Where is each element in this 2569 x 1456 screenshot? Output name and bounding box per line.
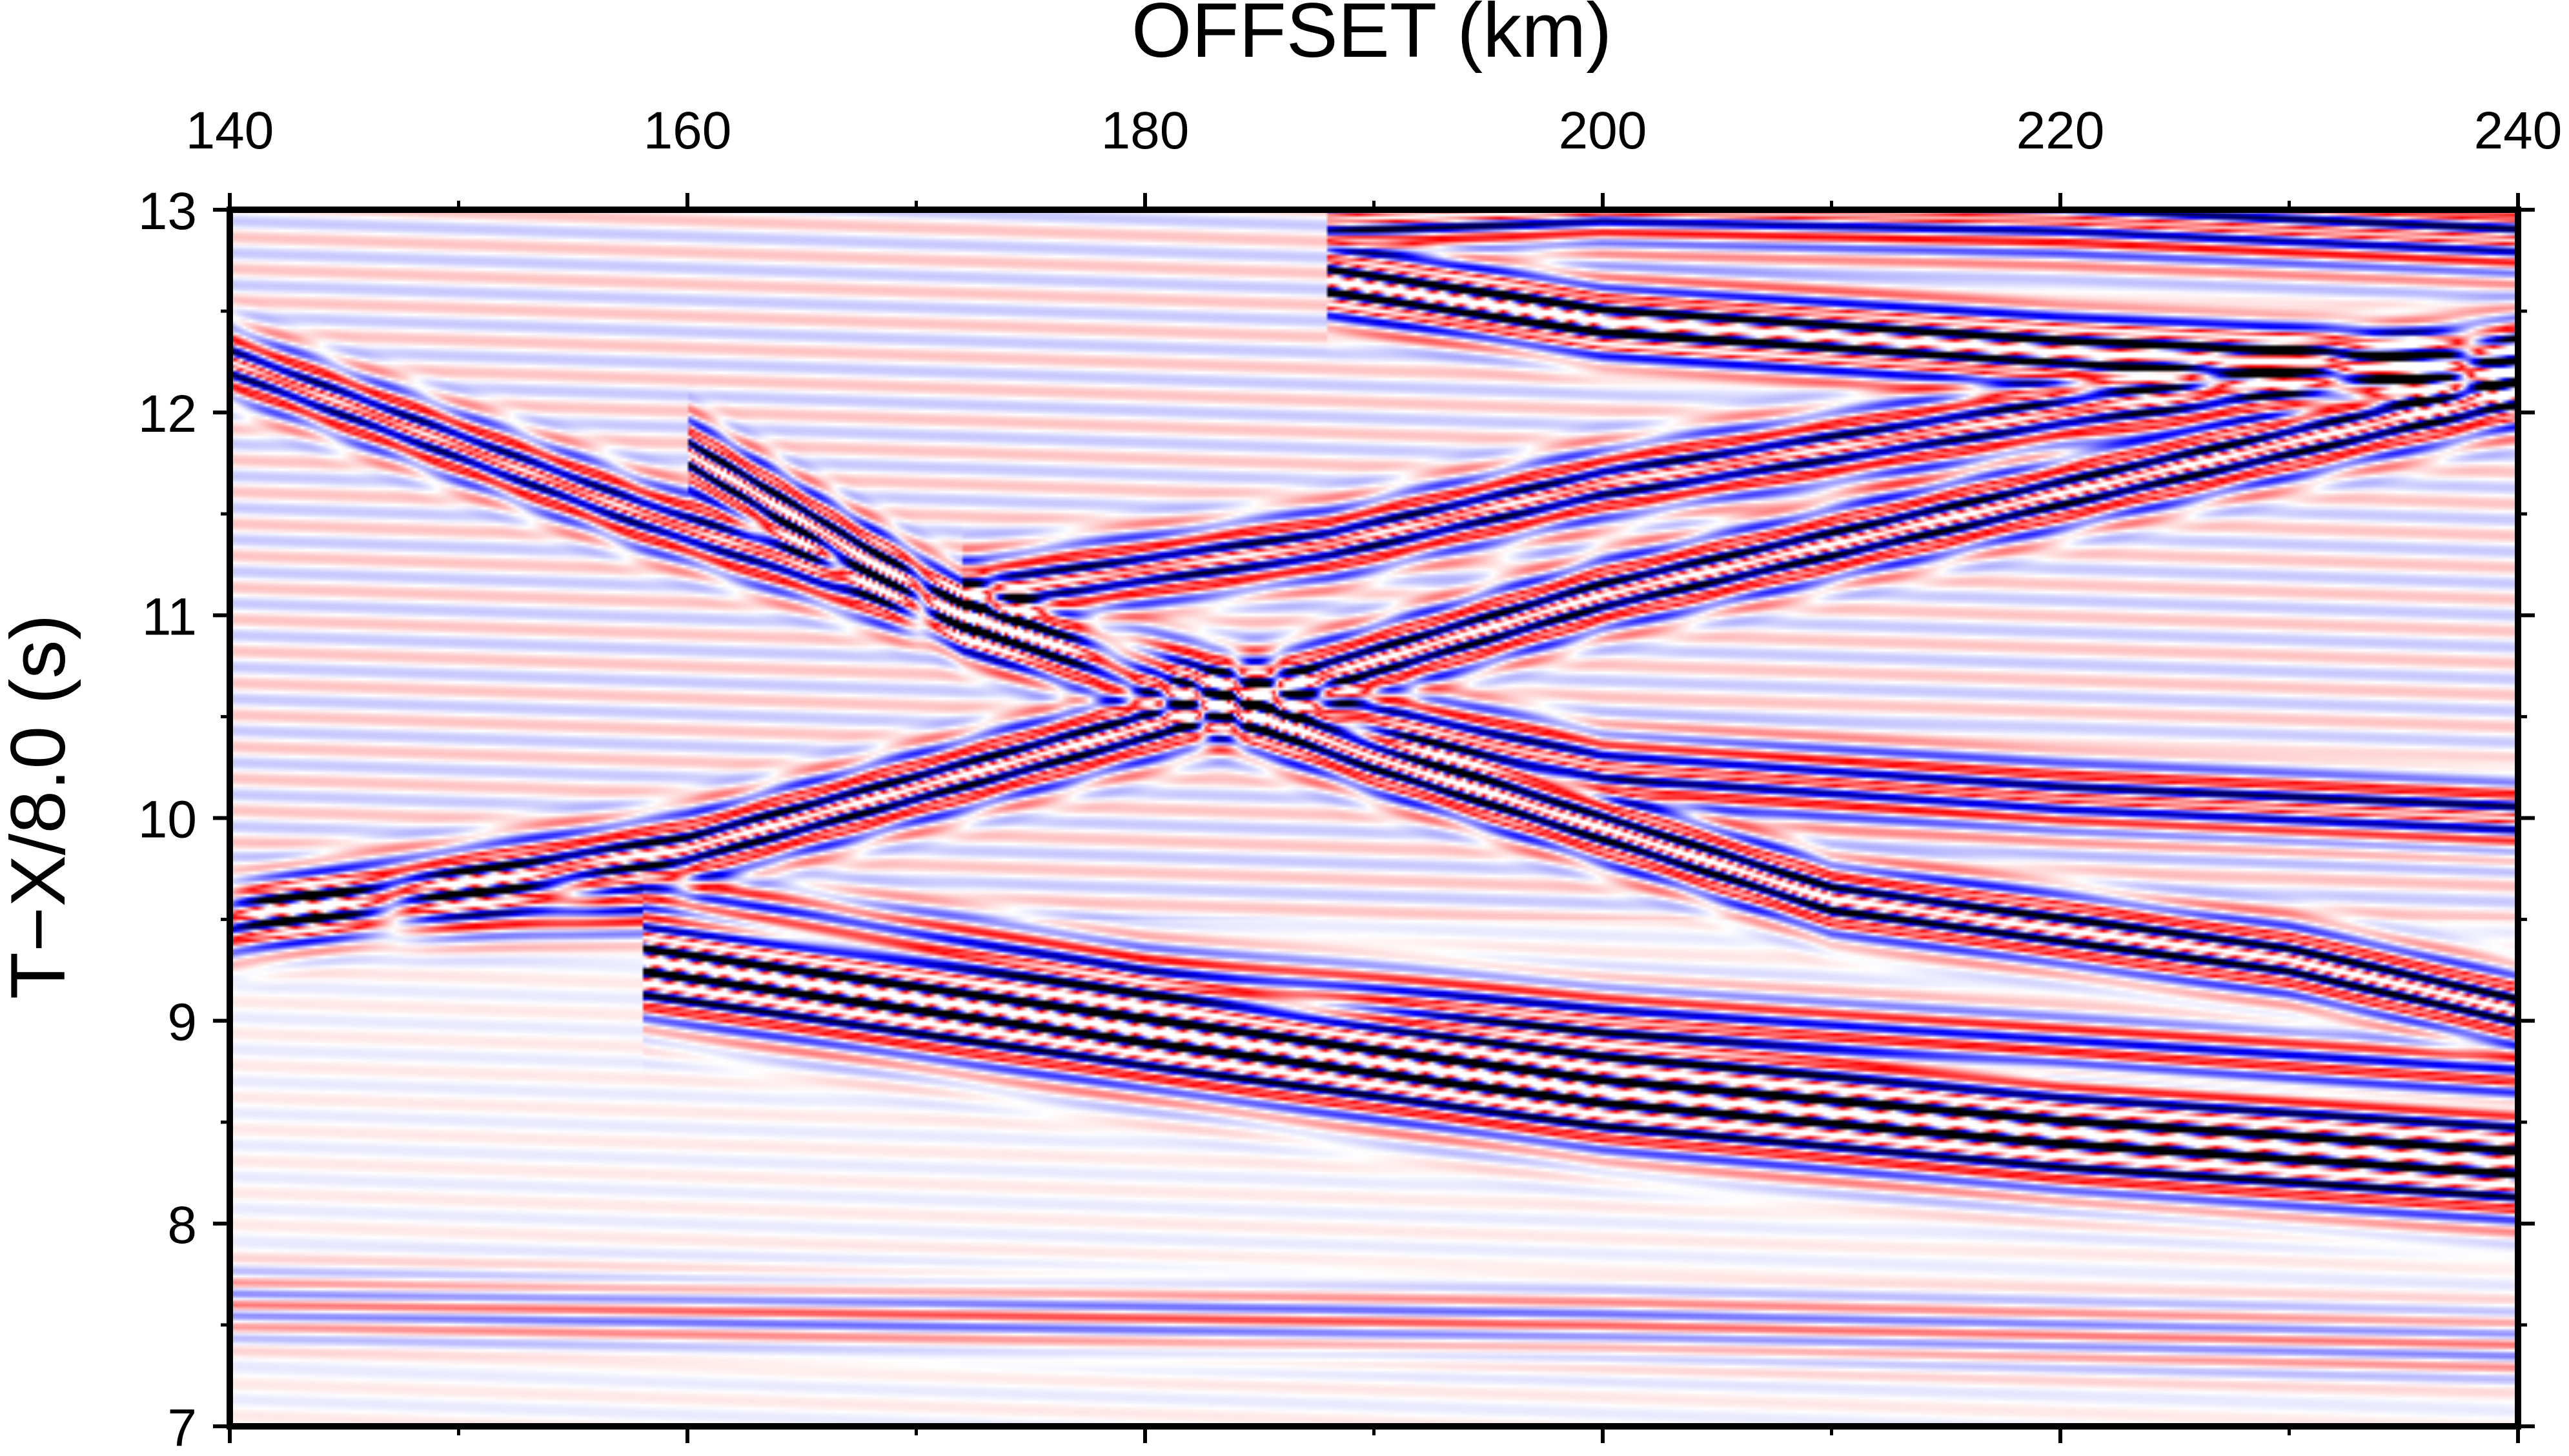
y-tick-label: 13 [138,182,197,241]
x-tick-label: 140 [186,101,274,160]
y-axis-title: T−X/8.0 (s) [0,614,81,1000]
y-tick-label: 7 [167,1399,197,1456]
x-axis-title-group: OFFSET (km) [1132,0,1612,74]
x-tick-labels: 140 160 180 200 220 240 [186,101,2563,160]
y-tick-label: 8 [167,1196,197,1255]
x-tick-label: 160 [644,101,732,160]
x-tick-label: 220 [2016,101,2105,160]
y-tick-label: 9 [167,993,197,1052]
y-tick-label: 10 [138,791,197,849]
y-axis-title-group: T−X/8.0 (s) [0,614,81,1000]
y-tick-label: 12 [138,385,197,443]
x-tick-label: 180 [1101,101,1190,160]
x-tick-label: 240 [2474,101,2563,160]
y-tick-label: 11 [142,587,197,646]
amplitude-image [230,210,2518,1426]
plot-frame [227,207,2521,1430]
x-tick-label: 200 [1559,101,1647,160]
y-tick-labels: 7 8 9 10 11 12 13 [138,182,197,1456]
wiggle-density-image [230,210,2518,1426]
x-axis-title: OFFSET (km) [1132,0,1612,74]
